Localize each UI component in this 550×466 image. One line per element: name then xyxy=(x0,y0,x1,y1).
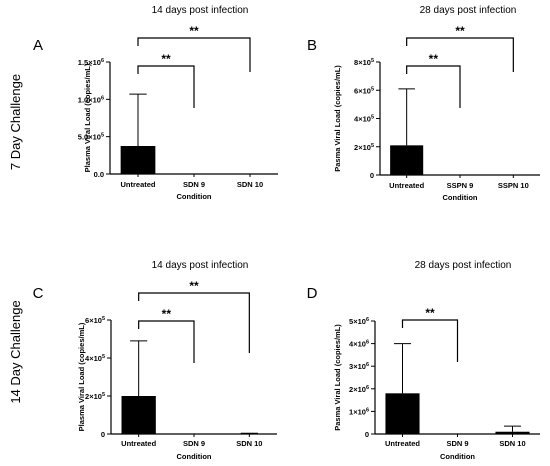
significance-bracket xyxy=(138,292,250,353)
significance-label: ** xyxy=(189,279,199,293)
significance-label: ** xyxy=(189,24,199,38)
significance-bracket xyxy=(401,319,459,362)
y-tick-label: 2×106 xyxy=(349,385,369,394)
x-tick-label: SDN 10 xyxy=(236,439,262,448)
x-axis-label: Condition xyxy=(440,452,475,461)
significance-label: ** xyxy=(429,52,439,66)
x-tick-label: Untreated xyxy=(389,181,424,190)
x-tick-label: Untreated xyxy=(121,439,156,448)
significance-label: ** xyxy=(425,306,435,320)
x-tick-label: SSPN 10 xyxy=(498,181,529,190)
bar xyxy=(495,431,530,434)
x-tick-label: Untreated xyxy=(385,439,420,448)
y-axis-label: Plasma Viral Load (copies/mL) xyxy=(77,322,86,431)
significance-label: ** xyxy=(455,24,465,38)
panel-d: 28 days post infection D Pasma Viral Load … xyxy=(307,260,540,461)
x-tick-label: SDN 10 xyxy=(237,180,263,189)
row-label-14-day: 14 Day Challenge xyxy=(8,300,23,403)
panel-letter: A xyxy=(33,37,43,54)
y-axis-label: Plasma Viral Load (copies/mL) xyxy=(83,63,92,172)
bar xyxy=(390,145,424,175)
significance-bracket xyxy=(137,65,195,108)
y-tick-label: 2×105 xyxy=(354,143,374,152)
significance-label: ** xyxy=(162,307,172,321)
x-axis-label: Condition xyxy=(177,192,212,201)
panel-letter: C xyxy=(33,285,44,302)
significance-bracket xyxy=(406,65,461,108)
y-tick-label: 4×106 xyxy=(349,340,369,349)
bar xyxy=(120,146,156,174)
y-tick-label: 6×105 xyxy=(354,86,374,95)
panel-letter: B xyxy=(307,37,317,54)
chart-title: 14 days post infection xyxy=(152,260,249,271)
bar xyxy=(385,393,420,434)
x-tick-label: SDN 9 xyxy=(446,439,468,448)
y-tick-label: 5×106 xyxy=(349,317,369,326)
y-tick-label: 0.0 xyxy=(94,170,104,179)
panel-b: 28 days post infection B Pasma Viral Load … xyxy=(307,5,540,202)
panel-letter: D xyxy=(307,285,318,302)
panel-c: 14 days post infection C Plasma Viral Load… xyxy=(33,260,277,461)
bar xyxy=(121,396,156,434)
significance-bracket xyxy=(137,37,251,72)
significance-bracket xyxy=(406,37,514,72)
panel-a: 14 days post infection A Plasma Viral Load… xyxy=(33,5,278,201)
y-tick-label: 6×105 xyxy=(85,316,105,325)
x-axis-label: Condition xyxy=(177,452,212,461)
y-tick-label: 0 xyxy=(365,430,369,439)
y-tick-label: 1.0×106 xyxy=(78,95,104,104)
y-tick-label: 3×106 xyxy=(349,362,369,371)
chart-title: 14 days post infection xyxy=(152,5,249,16)
chart-title: 28 days post infection xyxy=(420,5,517,16)
y-tick-label: 1×106 xyxy=(349,407,369,416)
y-tick-label: 4×105 xyxy=(85,354,105,363)
x-axis-label: Condition xyxy=(443,193,478,202)
y-axis-label: Pasma Viral Load (copies/mL) xyxy=(333,324,342,431)
y-tick-label: 5.0×105 xyxy=(78,133,104,142)
y-tick-label: 8×105 xyxy=(354,58,374,67)
y-tick-label: 2×105 xyxy=(85,392,105,401)
y-tick-label: 0 xyxy=(370,171,374,180)
y-tick-label: 0 xyxy=(101,430,105,439)
x-tick-label: SDN 9 xyxy=(183,180,205,189)
x-tick-label: SDN 10 xyxy=(499,439,525,448)
x-tick-label: SSPN 9 xyxy=(447,181,474,190)
y-axis-label: Pasma Viral Load (copies/mL) xyxy=(333,65,342,172)
y-tick-label: 4×105 xyxy=(354,115,374,124)
row-label-7-day: 7 Day Challenge xyxy=(8,74,23,170)
chart-title: 28 days post infection xyxy=(415,260,512,271)
significance-bracket xyxy=(138,320,195,363)
x-tick-label: SDN 9 xyxy=(183,439,205,448)
y-tick-label: 1.5×106 xyxy=(78,58,104,67)
significance-label: ** xyxy=(161,52,171,66)
x-tick-label: Untreated xyxy=(120,180,155,189)
